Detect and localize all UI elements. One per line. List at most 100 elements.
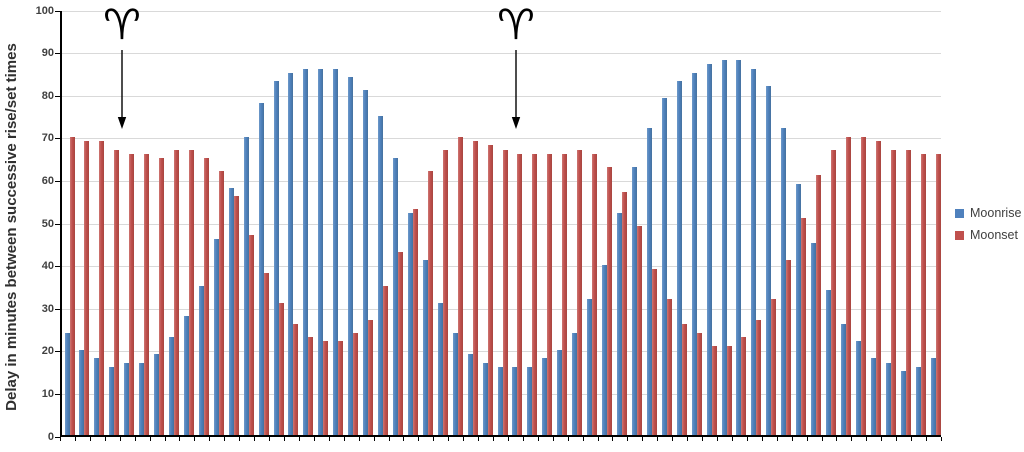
x-tick-mark xyxy=(478,437,480,441)
moonrise-bar xyxy=(422,260,428,435)
moonrise-bar xyxy=(94,358,100,435)
x-tick-mark xyxy=(776,437,778,441)
moonset-bar xyxy=(756,319,762,435)
moonset-bar xyxy=(69,136,75,435)
moonrise-bar xyxy=(64,332,70,435)
x-tick-mark xyxy=(60,437,61,441)
x-tick-mark xyxy=(418,437,420,441)
moonrise-bar xyxy=(900,371,906,435)
moonrise-bar xyxy=(915,366,921,435)
x-tick-mark xyxy=(463,437,465,441)
moonset-bar xyxy=(621,192,627,435)
moonset-bar xyxy=(84,141,90,435)
moonrise-bar xyxy=(885,362,891,435)
moonrise-label: Moonrise xyxy=(970,206,1022,220)
moonset-bar xyxy=(398,251,403,435)
moonrise-bar xyxy=(273,81,279,435)
x-tick-mark xyxy=(806,437,808,441)
moonset-bar xyxy=(905,149,911,435)
x-tick-mark xyxy=(403,437,405,441)
moonset-bar xyxy=(666,298,672,435)
x-tick-mark xyxy=(552,437,554,441)
moonrise-bar xyxy=(258,102,264,435)
moonset-bar xyxy=(412,209,418,435)
moonset-bar xyxy=(203,158,209,435)
x-tick-mark xyxy=(537,437,539,441)
x-tick-mark xyxy=(627,437,629,441)
moonset-bar xyxy=(607,166,613,435)
x-tick-mark xyxy=(74,437,76,441)
x-tick-mark xyxy=(687,437,689,441)
moonset-bar xyxy=(726,345,732,435)
y-tick-mark xyxy=(55,266,60,268)
y-tick-mark xyxy=(55,436,60,438)
x-tick-mark xyxy=(239,437,241,441)
aries-glyph: ♈ xyxy=(497,0,535,49)
moonrise-bar xyxy=(169,337,175,435)
x-tick-mark xyxy=(224,437,226,441)
moonrise-bar xyxy=(333,68,339,435)
x-tick-mark xyxy=(522,437,524,441)
moonrise-bar xyxy=(572,332,578,435)
moonrise-bar xyxy=(124,362,130,435)
moonset-bar xyxy=(99,141,105,435)
moonrise-bar xyxy=(840,324,846,435)
moonrise-bar xyxy=(527,366,533,435)
x-tick-mark xyxy=(149,437,151,441)
moonset-bar xyxy=(293,324,299,435)
moonset-bar xyxy=(741,337,747,435)
moonset-bar xyxy=(427,170,433,435)
moonset-bar xyxy=(681,324,687,435)
moonrise-bar xyxy=(631,166,637,435)
moonrise-bar xyxy=(870,358,876,435)
moonset-bar xyxy=(845,136,851,435)
plot-area xyxy=(60,10,941,437)
x-tick-mark xyxy=(567,437,569,441)
moonset-bar xyxy=(218,170,224,435)
moonset-bar xyxy=(547,153,553,435)
moonrise-bar xyxy=(826,290,832,435)
x-tick-mark xyxy=(283,437,285,441)
moonset-bar xyxy=(159,158,165,435)
y-tick-label: 30 xyxy=(41,302,54,315)
moonset-bar xyxy=(188,149,194,435)
y-tick-mark xyxy=(55,95,60,97)
legend-item-moonset: Moonset xyxy=(955,228,1021,242)
moonrise-bar xyxy=(183,315,189,435)
x-tick-mark xyxy=(119,437,121,441)
down-arrow-icon xyxy=(117,50,127,129)
moonrise-bar xyxy=(855,341,861,435)
x-tick-mark xyxy=(313,437,315,441)
x-tick-mark xyxy=(642,437,644,441)
x-tick-mark xyxy=(448,437,450,441)
moonrise-bar xyxy=(318,68,324,435)
moonset-bar xyxy=(472,141,478,435)
moonset-bar xyxy=(890,149,896,435)
moonset-bar xyxy=(129,153,135,435)
moonset-bar xyxy=(771,298,777,435)
moonset-bar xyxy=(263,273,269,435)
x-tick-mark xyxy=(597,437,599,441)
moonrise-bar xyxy=(482,362,488,435)
moonrise-bar xyxy=(781,128,787,435)
moonset-bar xyxy=(323,341,329,435)
gridline xyxy=(62,180,941,182)
y-tick-label: 70 xyxy=(41,132,54,145)
moonrise-bar xyxy=(646,128,652,435)
moonrise-bar xyxy=(721,60,727,435)
y-tick-mark xyxy=(55,393,60,395)
moonset-bar xyxy=(248,234,254,435)
moonrise-bar xyxy=(587,298,593,435)
moonset-bar xyxy=(517,153,523,435)
moonrise-bar xyxy=(766,85,772,435)
moonset-label: Moonset xyxy=(970,228,1018,242)
x-tick-mark xyxy=(89,437,91,441)
y-tick-mark xyxy=(55,351,60,353)
moonset-bar xyxy=(816,175,822,435)
gridline xyxy=(62,266,941,268)
x-tick-mark xyxy=(717,437,719,441)
moonset-bar xyxy=(935,153,941,435)
moonset-bar xyxy=(711,345,717,435)
x-tick-mark xyxy=(433,437,435,441)
moonset-swatch xyxy=(955,230,964,240)
